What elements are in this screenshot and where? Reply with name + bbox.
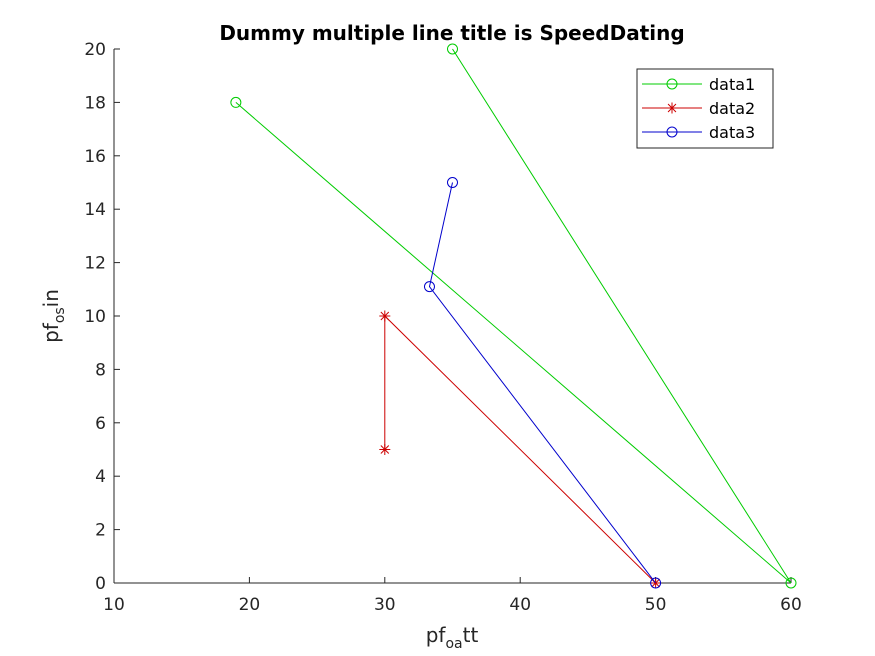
legend-label: data3 [709, 123, 755, 142]
legend-label: data2 [709, 99, 755, 118]
y-tick-label: 14 [84, 200, 106, 220]
data-point [666, 126, 678, 138]
data-point [447, 43, 458, 55]
series-data1 [230, 43, 797, 589]
data-point [666, 78, 678, 90]
legend: data1 data2 data3 [636, 68, 774, 149]
data-point [230, 96, 242, 108]
y-tick-label: 4 [95, 467, 106, 487]
x-axis-label-base: pf [426, 623, 447, 647]
legend-item: data2 [642, 99, 755, 118]
y-axis: 0 2 4 6 8 10 12 14 16 18 20 [84, 40, 120, 594]
x-tick-label: 20 [239, 595, 261, 615]
series-line [235, 48, 792, 584]
legend-item: data3 [642, 123, 755, 142]
x-tick-label: 60 [780, 595, 802, 615]
data-point [666, 102, 678, 114]
x-axis: 10 20 30 40 50 60 [103, 577, 802, 615]
x-axis-label-rest: tt [463, 623, 479, 647]
y-tick-label: 18 [84, 93, 106, 113]
y-tick-label: 2 [95, 521, 106, 541]
y-axis-label: pfosin [39, 289, 68, 343]
data-point [650, 577, 662, 589]
data-point [379, 444, 391, 455]
series-layer [230, 43, 797, 589]
y-axis-label-rest: in [39, 289, 63, 307]
y-axis-label-base: pf [39, 322, 63, 343]
y-axis-label-subscript: os [52, 307, 68, 323]
y-tick-label: 0 [95, 574, 106, 594]
data-point [423, 281, 435, 293]
data-point [785, 577, 797, 589]
y-tick-label: 6 [95, 414, 106, 434]
y-tick-label: 10 [84, 307, 106, 327]
y-tick-label: 12 [84, 254, 106, 274]
legend-item: data1 [642, 75, 755, 94]
x-tick-label: 10 [103, 595, 125, 615]
x-axis-label: pfoatt [426, 623, 479, 652]
x-tick-label: 50 [645, 595, 667, 615]
series-line [428, 182, 656, 584]
x-axis-label-subscript: oa [445, 636, 462, 652]
data-point [379, 310, 391, 322]
series-data3 [423, 177, 662, 589]
y-tick-label: 8 [95, 360, 106, 380]
legend-label: data1 [709, 75, 755, 94]
x-tick-label: 30 [374, 595, 396, 615]
data-point [447, 177, 458, 188]
y-tick-label: 20 [84, 40, 106, 60]
x-tick-label: 40 [509, 595, 531, 615]
chart-title: Dummy multiple line title is SpeedDating [219, 21, 684, 45]
y-tick-label: 16 [84, 147, 106, 167]
